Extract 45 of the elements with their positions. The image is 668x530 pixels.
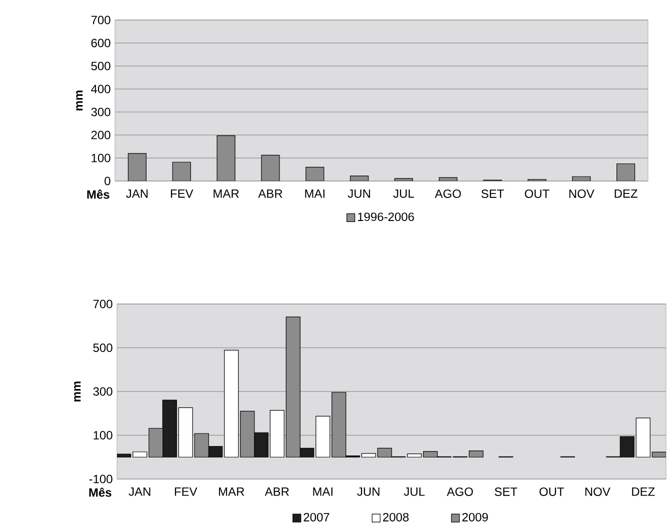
x-tick-label: NOV	[569, 189, 594, 198]
legend-label: 2007	[304, 512, 330, 522]
x-tick-label: NOV	[585, 487, 610, 496]
y-tick-label: 500	[91, 62, 110, 70]
y-tick-label: 700	[91, 16, 110, 24]
y-tick-label: 300	[91, 108, 110, 116]
y-tick-label: 400	[91, 84, 110, 94]
x-tick-label: AGO	[434, 189, 461, 198]
x-tick-label: SET	[494, 487, 518, 496]
y-tick-label: 500	[93, 344, 112, 352]
x-tick-label: ABR	[264, 487, 289, 496]
x-tick-label: JAN	[126, 189, 148, 198]
x-tick-label: DEZ	[632, 487, 655, 496]
x-tick-label: SET	[481, 189, 504, 198]
x-tick-label: DEZ	[614, 189, 638, 198]
y-axis-title: mm	[74, 382, 81, 402]
y-tick-label: 600	[91, 38, 110, 48]
y-tick-label: 100	[94, 431, 112, 440]
x-axis-title: Mês	[89, 488, 112, 497]
x-tick-label: MAI	[313, 487, 332, 496]
x-tick-label: FEV	[170, 189, 194, 198]
y-tick-label: 300	[93, 387, 112, 396]
x-tick-label: JUN	[348, 189, 370, 198]
y-tick-label: -100	[89, 474, 112, 484]
x-tick-label: JAN	[128, 487, 150, 496]
legend-label: 1996-2006	[358, 212, 414, 222]
x-tick-label: MAI	[305, 189, 324, 198]
y-tick-label: 100	[92, 154, 110, 162]
x-tick-label: MAR	[219, 487, 244, 496]
x-tick-label: OUT	[524, 189, 550, 198]
x-tick-label: JUN	[357, 487, 380, 496]
x-tick-label: AGO	[446, 487, 473, 496]
y-axis-title: mm	[76, 90, 83, 110]
x-tick-label: JUL	[393, 189, 414, 198]
legend-label: 2008	[383, 512, 409, 522]
legend-label: 2009	[462, 512, 488, 522]
x-tick-label: ABR	[258, 189, 282, 198]
x-tick-label: FEV	[174, 487, 198, 496]
x-tick-label: JUL	[404, 487, 425, 496]
x-axis-title: Mês	[87, 190, 110, 199]
x-tick-label: OUT	[540, 487, 564, 496]
x-tick-label: MAR	[214, 189, 239, 198]
y-tick-label: 700	[93, 300, 112, 308]
y-tick-label: 0	[104, 176, 110, 186]
y-tick-label: 200	[91, 130, 110, 140]
